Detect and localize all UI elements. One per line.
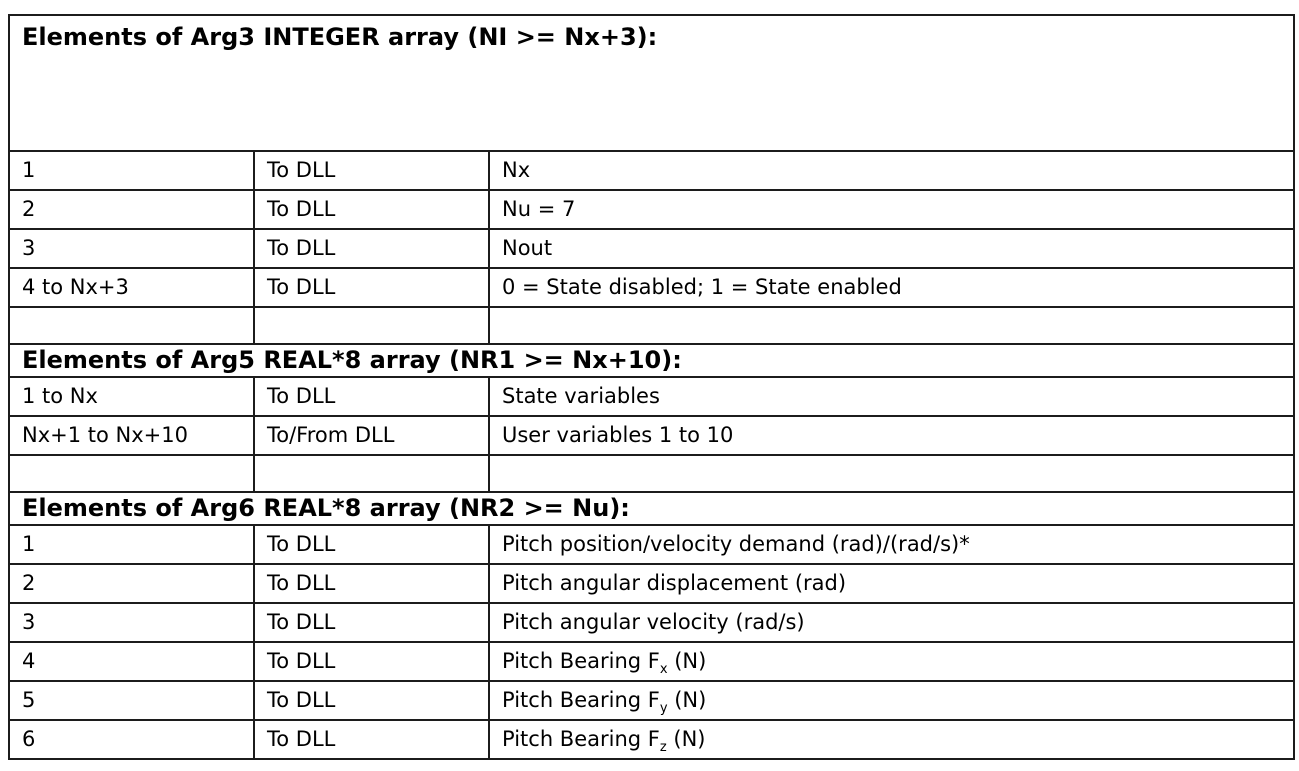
table-row: 1 to Nx To DLL State variables (8, 376, 1296, 417)
table-row: 3 To DLL Nout (8, 228, 1296, 269)
description-cell: 0 = State disabled; 1 = State enabled (487, 267, 1296, 308)
description-cell: Pitch position/velocity demand (rad)/(ra… (487, 524, 1296, 565)
section-header-arg3: Elements of Arg3 INTEGER array (NI >= Nx… (7, 14, 1296, 152)
element-index-cell: 4 to Nx+3 (8, 267, 255, 308)
table-row: Nx+1 to Nx+10 To/From DLL User variables… (8, 415, 1296, 456)
description-text: (N) (667, 648, 707, 673)
element-index-cell: 1 (8, 150, 255, 191)
description-cell: Pitch angular displacement (rad) (487, 563, 1296, 604)
table-row: 1 To DLL Pitch position/velocity demand … (8, 524, 1296, 565)
description-text: Pitch Bearing F (502, 648, 660, 673)
direction-cell: To DLL (253, 563, 490, 604)
section-header-arg6: Elements of Arg6 REAL*8 array (NR2 >= Nu… (7, 491, 1296, 526)
element-index-cell: 2 (8, 563, 255, 604)
element-index-cell (8, 306, 255, 345)
direction-cell (253, 306, 490, 345)
direction-cell: To/From DLL (253, 415, 490, 456)
subscript-text: x (659, 662, 668, 678)
direction-cell: To DLL (253, 641, 490, 682)
direction-cell: To DLL (253, 719, 490, 760)
element-index-cell: 4 (8, 641, 255, 682)
description-cell: Pitch Bearing Fy (N) (487, 680, 1296, 721)
description-cell: Nu = 7 (487, 189, 1296, 230)
description-cell (487, 454, 1296, 493)
table-row: 4 To DLL Pitch Bearing Fx (N) (8, 641, 1296, 682)
element-index-cell: 5 (8, 680, 255, 721)
section-header-row-arg3: Elements of Arg3 INTEGER array (NI >= Nx… (7, 14, 1296, 152)
table-row: 4 to Nx+3 To DLL 0 = State disabled; 1 =… (8, 267, 1296, 308)
direction-cell: To DLL (253, 602, 490, 643)
section-header-arg5: Elements of Arg5 REAL*8 array (NR1 >= Nx… (7, 343, 1296, 378)
table-row: 1 To DLL Nx (8, 150, 1296, 191)
description-cell: Nout (487, 228, 1296, 269)
description-text: Pitch Bearing F (502, 726, 660, 751)
direction-cell: To DLL (253, 267, 490, 308)
direction-cell: To DLL (253, 376, 490, 417)
direction-cell: To DLL (253, 524, 490, 565)
element-index-cell: 3 (8, 228, 255, 269)
section-header-row-arg5: Elements of Arg5 REAL*8 array (NR1 >= Nx… (7, 343, 1296, 378)
direction-cell: To DLL (253, 150, 490, 191)
element-index-cell: 1 (8, 524, 255, 565)
description-text: Pitch Bearing F (502, 687, 660, 712)
table-row: 5 To DLL Pitch Bearing Fy (N) (8, 680, 1296, 721)
element-index-cell: Nx+1 to Nx+10 (8, 415, 255, 456)
element-index-cell: 1 to Nx (8, 376, 255, 417)
element-index-cell (8, 454, 255, 493)
separator-row (8, 306, 1296, 345)
table-row: 3 To DLL Pitch angular velocity (rad/s) (8, 602, 1296, 643)
table-row: 2 To DLL Pitch angular displacement (rad… (8, 563, 1296, 604)
dll-arguments-table: Elements of Arg3 INTEGER array (NI >= Nx… (7, 14, 1296, 760)
table-row: 6 To DLL Pitch Bearing Fz (N) (8, 719, 1296, 760)
direction-cell: To DLL (253, 680, 490, 721)
separator-row (8, 454, 1296, 493)
element-index-cell: 3 (8, 602, 255, 643)
description-cell: Pitch Bearing Fx (N) (487, 641, 1296, 682)
element-index-cell: 2 (8, 189, 255, 230)
section-header-row-arg6: Elements of Arg6 REAL*8 array (NR2 >= Nu… (7, 491, 1296, 526)
element-index-cell: 6 (8, 719, 255, 760)
description-cell: State variables (487, 376, 1296, 417)
table-row: 2 To DLL Nu = 7 (8, 189, 1296, 230)
direction-cell: To DLL (253, 189, 490, 230)
description-cell: Pitch angular velocity (rad/s) (487, 602, 1296, 643)
description-text: (N) (666, 726, 706, 751)
description-cell: Pitch Bearing Fz (N) (487, 719, 1296, 760)
description-cell: Nx (487, 150, 1296, 191)
direction-cell: To DLL (253, 228, 490, 269)
direction-cell (253, 454, 490, 493)
description-cell: User variables 1 to 10 (487, 415, 1296, 456)
subscript-text: z (659, 740, 667, 756)
description-cell (487, 306, 1296, 345)
description-text: (N) (667, 687, 707, 712)
subscript-text: y (659, 701, 668, 717)
